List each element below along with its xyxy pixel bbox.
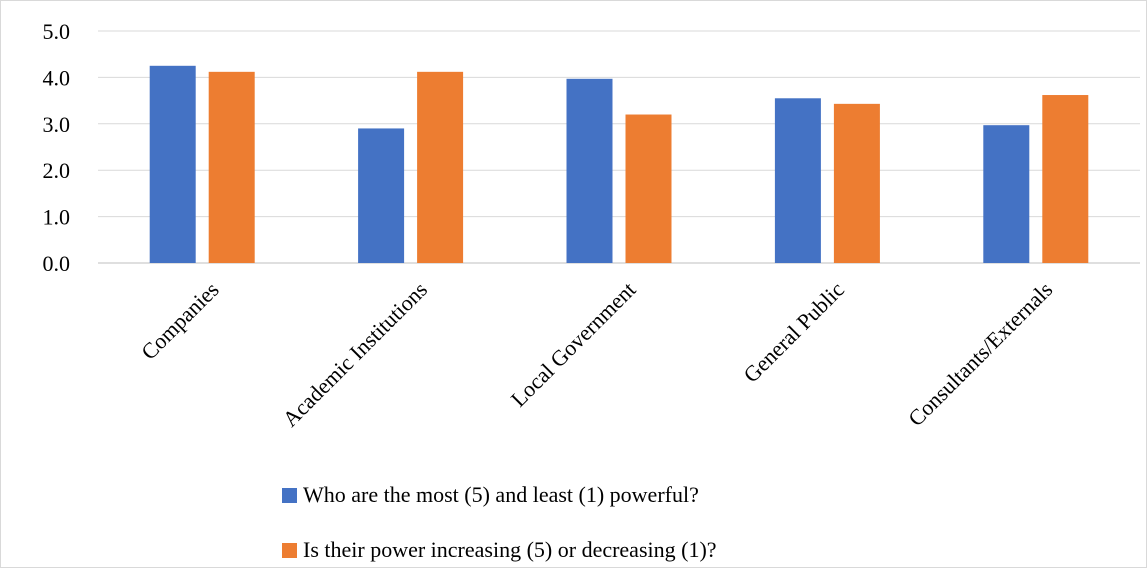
bar-powerful: [566, 78, 613, 264]
category-label: Consultants/Externals: [903, 277, 1057, 431]
bar-powerful: [358, 128, 405, 263]
legend-item-series-2: Is their power increasing (5) or decreas…: [282, 537, 717, 563]
bar-increasing: [417, 71, 464, 263]
category-label: Academic Institutions: [278, 277, 433, 432]
y-tick-label: 3.0: [43, 112, 71, 137]
y-tick-label: 5.0: [43, 19, 71, 44]
bar-increasing: [208, 71, 255, 263]
legend-label-series-2: Is their power increasing (5) or decreas…: [303, 537, 717, 562]
legend-item-series-1: Who are the most (5) and least (1) power…: [282, 482, 699, 508]
legend-swatch-series-1: [282, 487, 297, 503]
y-tick-label: 4.0: [43, 65, 71, 90]
bar-increasing: [833, 103, 880, 264]
legend-swatch-series-2: [282, 542, 297, 558]
bar-powerful: [983, 125, 1030, 263]
bar-powerful: [774, 98, 821, 263]
bar-chart: 0.0 1.0 2.0 3.0 4.0 5.0 Companies Academic Inst…: [43, 19, 1140, 432]
category-label: General Public: [738, 277, 849, 388]
category-label: Local Government: [506, 277, 641, 412]
category-label: Companies: [136, 277, 224, 365]
bar-powerful: [149, 65, 196, 263]
y-tick-label: 1.0: [43, 205, 71, 230]
bar-increasing: [625, 114, 672, 264]
legend-label-series-1: Who are the most (5) and least (1) power…: [303, 482, 699, 507]
bar-increasing: [1042, 95, 1089, 263]
y-tick-label: 0.0: [43, 251, 71, 276]
y-tick-label: 2.0: [43, 158, 71, 183]
